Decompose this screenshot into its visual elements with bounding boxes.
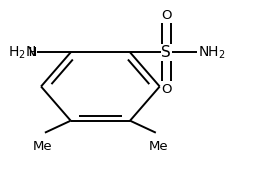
Text: H: H [28, 46, 36, 59]
Text: NH$_2$: NH$_2$ [198, 44, 225, 61]
Text: O: O [161, 83, 171, 96]
Text: S: S [161, 45, 171, 60]
Text: O: O [161, 9, 171, 22]
Text: Me: Me [33, 140, 52, 153]
Text: $\mathregular{H_2N}$: $\mathregular{H_2N}$ [8, 44, 36, 61]
Text: Me: Me [149, 140, 168, 153]
